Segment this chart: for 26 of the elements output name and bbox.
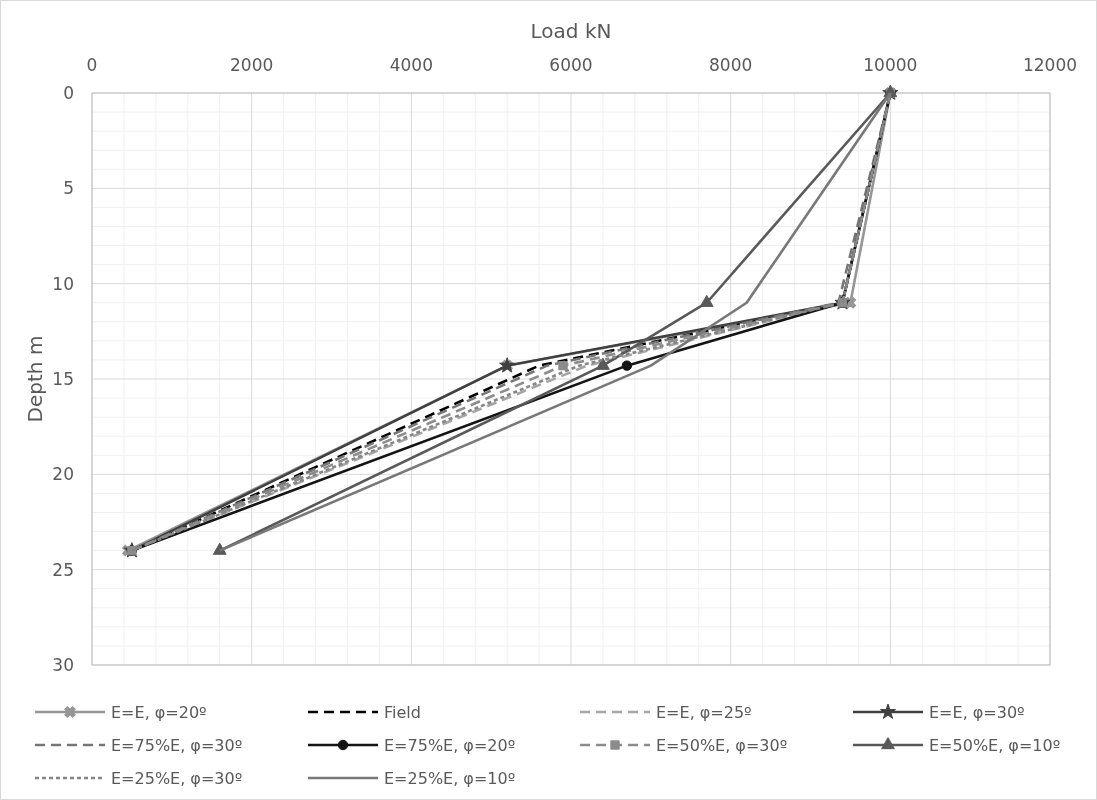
x-tick-label: 6000 [549,55,593,75]
x-tick-label: 2000 [230,55,274,75]
legend-label: E=E, φ=25º [656,702,752,722]
legend-label: E=25%E, φ=30º [111,768,243,788]
x-tick-label: 0 [86,55,98,75]
x-axis-title: Load kN [530,19,612,43]
x-tick-label: 12000 [1022,55,1078,75]
y-tick-label: 15 [52,368,74,389]
y-tick-label: 30 [52,654,74,675]
legend-label: E=E, φ=20º [111,702,207,722]
y-tick-label: 25 [52,559,74,580]
legend-label: E=50%E, φ=10º [929,735,1061,755]
legend-label: E=75%E, φ=20º [384,735,516,755]
legend-label: E=E, φ=30º [929,702,1025,722]
x-tick-label: 10000 [863,55,918,75]
legend-label: E=50%E, φ=30º [656,735,788,755]
x-tick-label: 8000 [709,55,753,75]
y-tick-label: 0 [63,82,74,103]
legend-label: Field [384,702,421,722]
legend-label: E=25%E, φ=10º [384,768,516,788]
y-tick-label: 10 [52,273,74,294]
legend-label: E=75%E, φ=30º [111,735,243,755]
y-tick-label: 20 [52,464,74,485]
x-tick-label: 4000 [389,55,433,75]
y-axis-title: Depth m [23,335,47,423]
y-tick-label: 5 [63,178,74,199]
